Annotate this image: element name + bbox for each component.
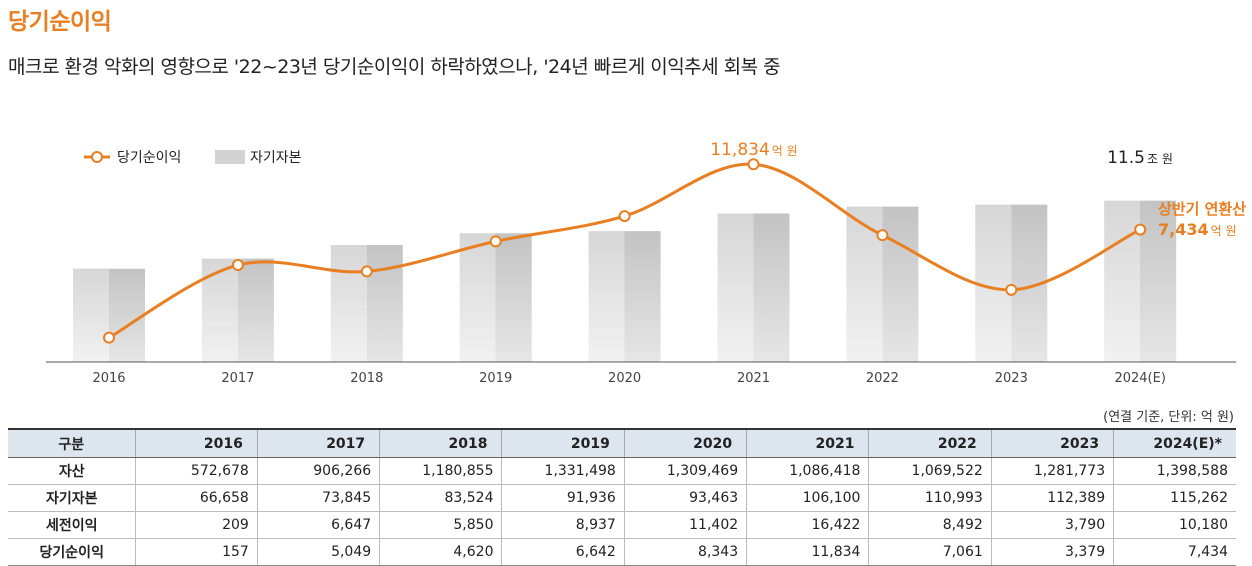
table-cell: 106,100: [746, 484, 869, 512]
forecast-annotation-label: 상반기 연환산: [1158, 200, 1246, 218]
table-cell: 572,678: [134, 457, 258, 485]
table-cell: 1,309,469: [623, 457, 747, 485]
table-header: 2024(E)*: [1113, 428, 1236, 458]
legend-line-marker: [91, 151, 103, 163]
peak-annotation: 11,834 억 원: [710, 140, 797, 160]
table-header: 2018: [379, 428, 502, 458]
table-cell: 1,331,498: [501, 457, 625, 485]
equity-bar-shade: [330, 245, 403, 362]
table-cell: 1,086,418: [746, 457, 869, 485]
row-label: 당기순이익: [8, 538, 135, 566]
chart: 당기순이익 자기자본 2016 2017 2018 2019 2020 2021 2022 2…: [46, 140, 1246, 386]
x-tick-label: 2024(E): [1114, 371, 1165, 386]
x-tick-label: 2022: [866, 371, 899, 386]
page-title: 당기순이익: [8, 9, 112, 35]
table-header-row: 구분 2016 2017 2018 2019 2020 2021 2022 20…: [8, 428, 1236, 458]
page-subtitle: 매크로 환경 악화의 영향으로 '22~23년 당기순이익이 하락하였으나, '…: [8, 56, 781, 78]
net-income-point: [1134, 223, 1147, 236]
table-cell: 906,266: [256, 457, 380, 485]
table-cell: 4,620: [379, 538, 502, 566]
table-cell: 8,492: [868, 511, 992, 539]
table-unit-note: (연결 기준, 단위: 억 원): [1103, 410, 1234, 425]
table-cell: 5,850: [379, 511, 502, 539]
table-row: 자기자본 66,658 73,845 83,524 91,936 93,463 …: [8, 484, 1236, 512]
row-label: 자산: [8, 457, 135, 485]
net-income-point: [876, 229, 889, 242]
net-income-point: [489, 235, 502, 248]
table-cell: 7,061: [868, 538, 992, 566]
table-cell: 11,402: [623, 511, 747, 539]
equity-bar-shade: [975, 204, 1048, 362]
table-cell: 1,281,773: [990, 457, 1114, 485]
table-row: 당기순이익 157 5,049 4,620 6,642 8,343 11,834…: [8, 538, 1236, 566]
equity-bar-shade: [201, 258, 274, 362]
x-tick-label: 2021: [737, 371, 770, 386]
equity-bar-shade: [73, 268, 145, 362]
net-income-point: [747, 158, 760, 171]
table-row: 세전이익 209 6,647 5,850 8,937 11,402 16,422…: [8, 511, 1236, 539]
equity-annotation: 11.5 조 원: [1107, 148, 1173, 168]
financial-table: 구분 2016 2017 2018 2019 2020 2021 2022 20…: [8, 428, 1236, 566]
table-cell: 1,180,855: [379, 457, 502, 485]
table-cell: 3,379: [990, 538, 1114, 566]
legend-label-equity: 자기자본: [250, 150, 302, 166]
x-tick-label: 2023: [995, 371, 1028, 386]
table-cell: 66,658: [134, 484, 258, 512]
table-row: 자산 572,678 906,266 1,180,855 1,331,498 1…: [8, 457, 1236, 485]
table-header: 2023: [990, 428, 1114, 458]
equity-bar-shade: [717, 213, 790, 362]
table-cell: 93,463: [623, 484, 747, 512]
x-tick-label: 2017: [221, 371, 254, 386]
equity-bar-shade: [459, 233, 532, 362]
net-income-point: [1005, 283, 1018, 296]
table-cell: 1,069,522: [868, 457, 992, 485]
table-cell: 110,993: [868, 484, 992, 512]
row-label: 자기자본: [8, 484, 135, 512]
legend-label-net-income: 당기순이익: [117, 150, 181, 166]
table-cell: 16,422: [746, 511, 869, 539]
table-cell: 8,937: [501, 511, 625, 539]
table-cell: 91,936: [501, 484, 625, 512]
table-cell: 112,389: [990, 484, 1114, 512]
table-cell: 73,845: [256, 484, 380, 512]
table-header: 2016: [134, 428, 258, 458]
equity-bar-shade: [588, 231, 661, 362]
net-income-point: [618, 210, 631, 223]
table-cell: 3,790: [990, 511, 1114, 539]
table-cell: 115,262: [1113, 484, 1236, 512]
net-income-point: [103, 331, 115, 344]
table-cell: 11,834: [746, 538, 869, 566]
table-header: 2020: [623, 428, 747, 458]
net-income-point: [231, 259, 244, 272]
table-cell: 209: [134, 511, 258, 539]
table-header: 2019: [501, 428, 625, 458]
table-cell: 6,642: [501, 538, 625, 566]
table-cell: 83,524: [379, 484, 502, 512]
table-header: 2022: [868, 428, 992, 458]
net-income-point: [360, 265, 373, 278]
x-tick-label: 2019: [479, 371, 512, 386]
legend: 당기순이익 자기자본: [84, 150, 302, 166]
table-cell: 5,049: [256, 538, 380, 566]
table-cell: 157: [134, 538, 258, 566]
x-tick-label: 2016: [92, 371, 125, 386]
row-label: 세전이익: [8, 511, 135, 539]
x-tick-label: 2020: [608, 371, 641, 386]
table-header: 구분: [8, 428, 135, 458]
table-cell: 8,343: [623, 538, 747, 566]
table-cell: 1,398,588: [1113, 457, 1236, 485]
table-cell: 7,434: [1113, 538, 1236, 566]
legend-bar-swatch: [215, 150, 245, 164]
table-cell: 10,180: [1113, 511, 1236, 539]
forecast-annotation-value: 7,434 억 원: [1158, 220, 1237, 239]
table-header: 2017: [256, 428, 380, 458]
x-tick-label: 2018: [350, 371, 383, 386]
table-header: 2021: [746, 428, 869, 458]
table-cell: 6,647: [256, 511, 380, 539]
